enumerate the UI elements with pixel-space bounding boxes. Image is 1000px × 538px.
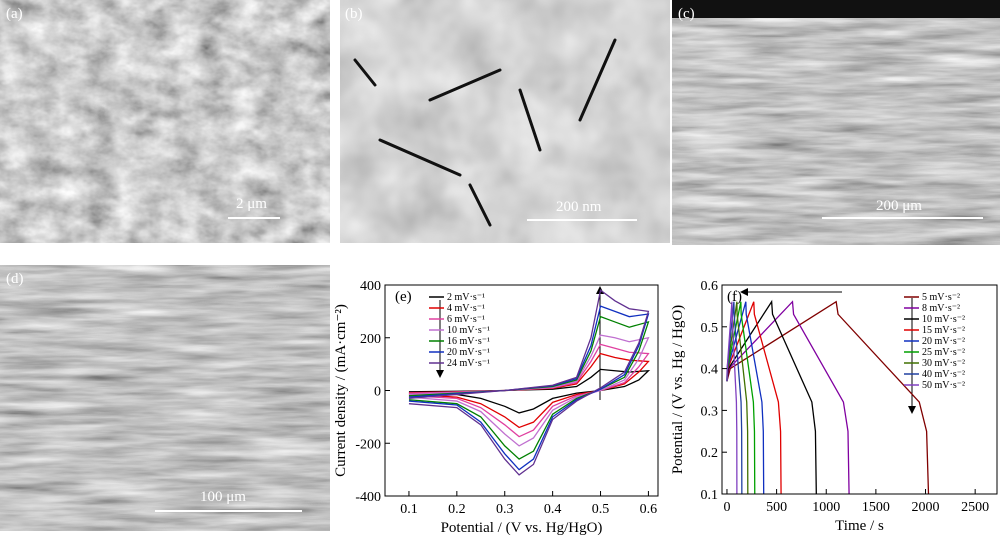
- legend-label: 40 mV·s⁻²: [922, 369, 965, 380]
- x-tick-label: 2000: [912, 500, 940, 515]
- micrograph-b: [340, 0, 670, 243]
- y-tick-label: 0.5: [701, 321, 719, 336]
- legend-label: 30 mV·s⁻²: [922, 358, 965, 369]
- series-line: [408, 315, 650, 460]
- panel-label: (a): [6, 6, 23, 22]
- scale-text: 100 μm: [200, 489, 246, 505]
- y-tick-label: 0: [374, 385, 381, 400]
- y-tick-label: 0.4: [701, 363, 719, 378]
- scale-text: 200 nm: [556, 199, 602, 215]
- x-tick-label: 0.4: [544, 502, 562, 517]
- micrograph-a: [0, 0, 330, 243]
- legend-label: 25 mV·s⁻²: [922, 347, 965, 358]
- flake: [378, 138, 462, 177]
- flake: [578, 38, 617, 122]
- x-tick-label: 0.6: [640, 502, 658, 517]
- legend-label: 6 mV·s⁻¹: [447, 314, 485, 325]
- y-tick-label: 0.6: [701, 279, 719, 294]
- scale-text: 2 μm: [236, 196, 267, 212]
- series-line: [726, 301, 738, 495]
- y-tick-label: 400: [360, 279, 381, 294]
- panel-label: (e): [395, 289, 412, 305]
- legend-label: 50 mV·s⁻²: [922, 380, 965, 391]
- x-tick-label: 1500: [862, 500, 890, 515]
- y-tick-label: -400: [355, 490, 381, 505]
- y-tick-label: -200: [355, 437, 381, 452]
- x-tick-label: 0.3: [496, 502, 514, 517]
- micrograph-d: [0, 265, 330, 531]
- flake: [468, 183, 492, 227]
- legend-label: 16 mV·s⁻¹: [447, 336, 490, 347]
- legend-label: 10 mV·s⁻¹: [447, 325, 490, 336]
- x-tick-label: 0.2: [448, 502, 466, 517]
- panel-label: (b): [345, 6, 363, 22]
- x-tick-label: 0.1: [400, 502, 418, 517]
- x-tick-label: 1000: [812, 500, 840, 515]
- series-line: [726, 300, 850, 495]
- y-tick-label: 200: [360, 332, 381, 347]
- legend-label: 10 mV·s⁻²: [922, 314, 965, 325]
- series-line: [408, 352, 650, 429]
- legend-label: 20 mV·s⁻²: [922, 336, 965, 347]
- panel-label: (c): [678, 6, 695, 22]
- x-tick-label: 500: [766, 500, 787, 515]
- scale-text: 200 μm: [876, 198, 922, 214]
- series-line: [408, 334, 650, 447]
- flake: [353, 58, 377, 87]
- legend-label: 20 mV·s⁻¹: [447, 347, 490, 358]
- tem-flakes: [353, 38, 617, 227]
- x-tick-label: 0.5: [592, 502, 610, 517]
- panel-label: (d): [6, 271, 24, 287]
- x-tick-label: 2500: [961, 500, 989, 515]
- x-axis-label: Potential / (V vs. Hg/HgO): [441, 520, 603, 536]
- legend-label: 2 mV·s⁻¹: [447, 292, 485, 303]
- legend-label: 8 mV·s⁻²: [922, 303, 960, 314]
- flake: [428, 68, 502, 102]
- panel-label: (f): [727, 289, 742, 305]
- plot-frame: [721, 284, 998, 495]
- legend-label: 5 mV·s⁻²: [922, 292, 960, 303]
- y-tick-label: 0.2: [701, 446, 719, 461]
- flake: [518, 88, 542, 152]
- y-tick-label: 0.1: [701, 488, 719, 503]
- micrograph-c: [672, 18, 1000, 245]
- series-line: [408, 305, 650, 471]
- x-tick-label: 0: [723, 500, 730, 515]
- legend-label: 15 mV·s⁻²: [922, 325, 965, 336]
- series-line: [408, 343, 650, 438]
- y-axis-label: Current density / (mA·cm⁻²): [333, 304, 349, 477]
- series-line: [726, 300, 930, 495]
- y-axis-label: Potential / (V vs. Hg / HgO): [670, 305, 686, 474]
- series-line: [408, 368, 651, 414]
- x-axis-label: Time / s: [835, 518, 884, 534]
- series-line: [408, 289, 650, 476]
- legend-label: 24 mV·s⁻¹: [447, 358, 490, 369]
- legend-label: 4 mV·s⁻¹: [447, 303, 485, 314]
- y-tick-label: 0.3: [701, 404, 719, 419]
